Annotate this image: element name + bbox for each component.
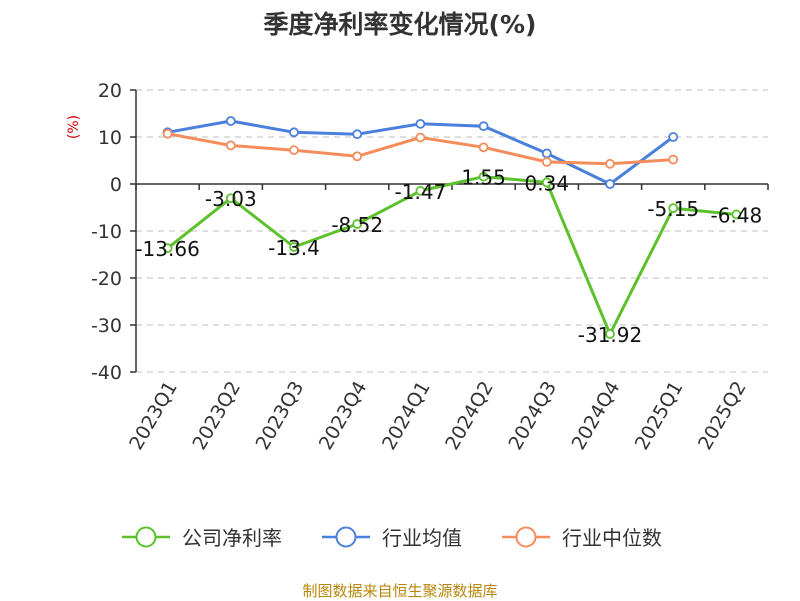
data-label: -13.66 <box>135 237 199 261</box>
x-tick-label: 2023Q4 <box>315 378 372 454</box>
x-tick-label: 2025Q2 <box>694 378 751 454</box>
data-point <box>415 186 426 196</box>
data-point <box>605 179 615 189</box>
legend-label: 行业均值 <box>382 526 462 550</box>
y-tick-label: -30 <box>91 315 122 337</box>
data-labels: -13.66 -3.03 -13.4 -8.52 -1.47 1.55 0.34 -31.92… <box>135 166 762 347</box>
data-point <box>668 203 679 214</box>
y-tick-label: -40 <box>91 362 122 384</box>
data-label: -8.52 <box>331 213 383 237</box>
x-tick-label: 2024Q4 <box>568 378 625 454</box>
series-line <box>167 119 675 186</box>
legend-label: 行业中位数 <box>562 526 662 550</box>
data-point <box>225 140 236 151</box>
data-label: -31.92 <box>578 323 642 347</box>
x-tick-label: 2023Q3 <box>252 378 309 454</box>
data-label: 1.55 <box>461 166 506 190</box>
series-line <box>166 175 737 336</box>
x-tick-label: 2024Q1 <box>378 378 435 454</box>
data-point <box>352 129 363 140</box>
legend-swatch-marker <box>515 526 537 548</box>
legend-item[interactable]: 行业均值 <box>322 526 462 550</box>
x-tick-label: 2024Q3 <box>504 378 561 454</box>
data-point <box>415 118 426 129</box>
y-axis-unit-label: (%) <box>66 115 82 139</box>
data-label: -5.15 <box>647 197 699 221</box>
data-point <box>541 157 552 167</box>
y-tick-label: 0 <box>110 174 122 196</box>
data-point <box>352 219 363 229</box>
legend-item[interactable]: 公司净利率 <box>122 526 282 550</box>
data-point <box>478 121 489 132</box>
data-point <box>731 209 742 220</box>
data-point <box>225 193 236 204</box>
data-point <box>478 171 489 182</box>
x-tick-label: 2023Q2 <box>188 378 245 454</box>
y-tick-label: 10 <box>98 127 122 149</box>
legend-swatch-marker <box>335 526 357 548</box>
data-point <box>162 128 173 139</box>
data-point <box>289 242 299 252</box>
y-tick-label: 20 <box>98 80 122 102</box>
x-tick-label: 2024Q2 <box>441 378 498 454</box>
data-point <box>415 132 426 143</box>
source-note: 制图数据来自恒生聚源数据库 <box>302 582 498 600</box>
y-tick-label: -20 <box>91 268 122 290</box>
legend-item[interactable]: 行业中位数 <box>502 526 662 550</box>
data-point <box>225 116 236 126</box>
legend[interactable]: 公司净利率 行业均值 行业中位数 <box>122 526 662 550</box>
data-point <box>289 127 299 138</box>
data-point <box>668 154 679 165</box>
y-tick-label: -10 <box>91 221 122 243</box>
data-point <box>162 243 173 254</box>
data-label: 0.34 <box>525 171 570 195</box>
data-point <box>289 145 299 156</box>
data-label: -3.03 <box>205 187 257 211</box>
data-label: -6.48 <box>711 203 763 227</box>
chart-title: 季度净利率变化情况(%) <box>263 10 537 39</box>
x-tick-label: 2025Q1 <box>631 378 688 454</box>
data-point <box>541 177 552 188</box>
legend-swatch-marker <box>135 526 157 548</box>
legend-label: 公司净利率 <box>182 526 282 550</box>
series-lines <box>162 116 742 339</box>
data-label: -13.4 <box>268 236 320 260</box>
data-point <box>668 132 679 142</box>
data-label: -1.47 <box>395 180 447 204</box>
x-tick-label: 2023Q1 <box>125 378 182 454</box>
data-point <box>352 151 363 162</box>
data-point <box>605 158 615 169</box>
data-point <box>605 329 615 339</box>
data-point <box>541 148 552 159</box>
data-point <box>478 142 489 153</box>
